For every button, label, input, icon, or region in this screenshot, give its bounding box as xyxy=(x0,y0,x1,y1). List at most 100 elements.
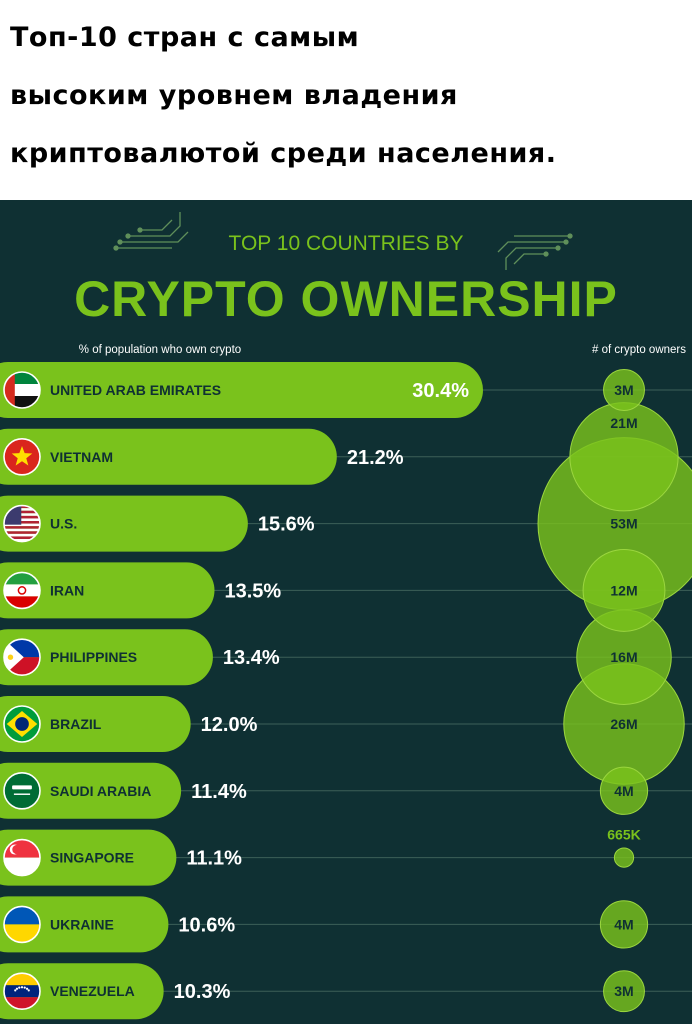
country-label: UKRAINE xyxy=(50,916,114,932)
country-label: SINGAPORE xyxy=(50,850,134,866)
circuit-line xyxy=(140,219,173,231)
bar-row: UKRAINE 10.6% xyxy=(0,896,235,953)
bar xyxy=(0,762,182,819)
caption-line-1: Топ-10 стран с самым xyxy=(10,22,360,53)
flag-fill xyxy=(4,772,40,809)
owner-bubble xyxy=(599,766,649,815)
bar xyxy=(0,896,169,953)
bar xyxy=(0,629,213,686)
flag-fill xyxy=(4,706,40,742)
venezuela-flag-icon xyxy=(3,972,41,1011)
circuit-node xyxy=(125,233,131,239)
circuit-node xyxy=(137,227,143,233)
owner-bubble xyxy=(613,847,635,868)
circuit-line xyxy=(513,253,546,265)
circuit-decoration xyxy=(113,212,573,270)
flag-border xyxy=(3,638,41,677)
us-flag-icon xyxy=(3,504,41,543)
flag-border xyxy=(3,371,41,409)
right-column-header: # of crypto owners xyxy=(592,344,686,356)
value-label: 12.0% xyxy=(201,714,258,736)
flag-fill xyxy=(4,438,40,475)
iran-flag-icon xyxy=(3,571,41,610)
caption-line-3: криптовалютой среди населения. xyxy=(10,138,557,169)
brazil-flag-icon xyxy=(3,705,41,743)
owner-label: 4M xyxy=(614,783,633,799)
circuit-node xyxy=(543,251,549,257)
country-label: BRAZIL xyxy=(50,716,102,732)
left-column-header: % of population who own crypto xyxy=(79,344,241,356)
circuit-line xyxy=(505,247,558,270)
country-label: VIETNAM xyxy=(50,449,113,465)
circuit-node xyxy=(555,245,561,251)
infographic-poster: TOP 10 COUNTRIES BY CRYPTO OWNERSHIP % o… xyxy=(0,200,692,1024)
value-label: 11.1% xyxy=(186,848,242,870)
caption-header: Топ-10 стран с самым высоким уровнем вла… xyxy=(0,0,692,200)
bar-row: U.S. 15.6% xyxy=(0,495,315,552)
bar-row: IRAN 13.5% xyxy=(0,562,281,619)
value-label: 13.4% xyxy=(223,647,280,669)
circuit-node xyxy=(117,239,123,245)
uae-flag-icon xyxy=(3,371,41,409)
bar xyxy=(0,963,164,1020)
flag-border xyxy=(3,571,41,610)
circuit-node xyxy=(567,233,573,239)
chart-pretitle: TOP 10 COUNTRIES BY xyxy=(229,232,464,255)
circuit-line xyxy=(120,231,189,243)
owner-label: 665K xyxy=(607,827,640,843)
ukraine-flag-icon xyxy=(3,905,41,944)
philippines-flag-icon xyxy=(3,638,41,677)
value-label: 30.4% xyxy=(412,380,469,402)
vietnam-flag-icon xyxy=(3,437,41,476)
flag-border xyxy=(3,972,41,1011)
value-label: 10.6% xyxy=(178,914,235,936)
caption-line-2: высоким уровнем владения xyxy=(10,80,458,111)
bar xyxy=(0,362,483,418)
value-label: 13.5% xyxy=(224,580,281,602)
owner-label: 12M xyxy=(610,582,637,598)
owner-label: 26M xyxy=(610,716,637,732)
owner-bubble xyxy=(603,369,645,411)
crypto-ownership-chart: TOP 10 COUNTRIES BY CRYPTO OWNERSHIP % o… xyxy=(0,212,692,1020)
bar xyxy=(0,696,191,752)
bar-row: VIETNAM 21.2% xyxy=(0,428,404,485)
owner-bubble xyxy=(582,548,666,632)
circuit-line xyxy=(497,241,566,253)
owner-label: 53M xyxy=(610,516,637,532)
bar-row: UNITED ARAB EMIRATES 30.4% xyxy=(0,362,483,418)
bar-row: SAUDI ARABIA 11.4% xyxy=(0,762,247,819)
flag-fill xyxy=(4,839,40,876)
owner-label: 4M xyxy=(614,916,633,932)
value-label: 15.6% xyxy=(258,514,315,536)
owner-label: 3M xyxy=(614,382,633,398)
owner-label: 21M xyxy=(610,415,637,431)
owner-labels: 3M 21M 53M 12M 16M 26M 4M 665K 4M 3M xyxy=(607,382,640,999)
country-label: UNITED ARAB EMIRATES xyxy=(50,382,221,398)
value-label: 11.4% xyxy=(191,781,247,803)
country-label: SAUDI ARABIA xyxy=(50,783,151,799)
bars: UNITED ARAB EMIRATES 30.4% VIETNAM 21.2% U.S… xyxy=(0,362,483,1020)
bar-row: BRAZIL 12.0% xyxy=(0,696,258,752)
flag-border xyxy=(3,838,41,877)
value-label: 10.3% xyxy=(174,981,231,1003)
owner-bubble xyxy=(603,970,645,1013)
circuit-line xyxy=(128,212,181,237)
singapore-flag-icon xyxy=(3,838,41,877)
country-label: U.S. xyxy=(50,516,77,532)
circuit-node xyxy=(563,239,569,245)
owner-bubble xyxy=(599,900,649,949)
bar xyxy=(0,562,215,619)
chart-title: CRYPTO OWNERSHIP xyxy=(74,271,618,327)
country-label: VENEZUELA xyxy=(50,983,135,999)
bar xyxy=(0,428,337,485)
bar-row: PHILIPPINES 13.4% xyxy=(0,629,280,686)
country-label: PHILIPPINES xyxy=(50,649,137,665)
saudi-arabia-flag-icon xyxy=(3,771,41,810)
flag-border xyxy=(3,504,41,543)
bar-row: VENEZUELA 10.3% xyxy=(0,963,231,1020)
flag-fill xyxy=(4,639,40,676)
circuit-node xyxy=(113,245,119,251)
flag-fill xyxy=(4,906,40,943)
bar xyxy=(0,495,248,552)
owner-label: 3M xyxy=(614,983,633,999)
